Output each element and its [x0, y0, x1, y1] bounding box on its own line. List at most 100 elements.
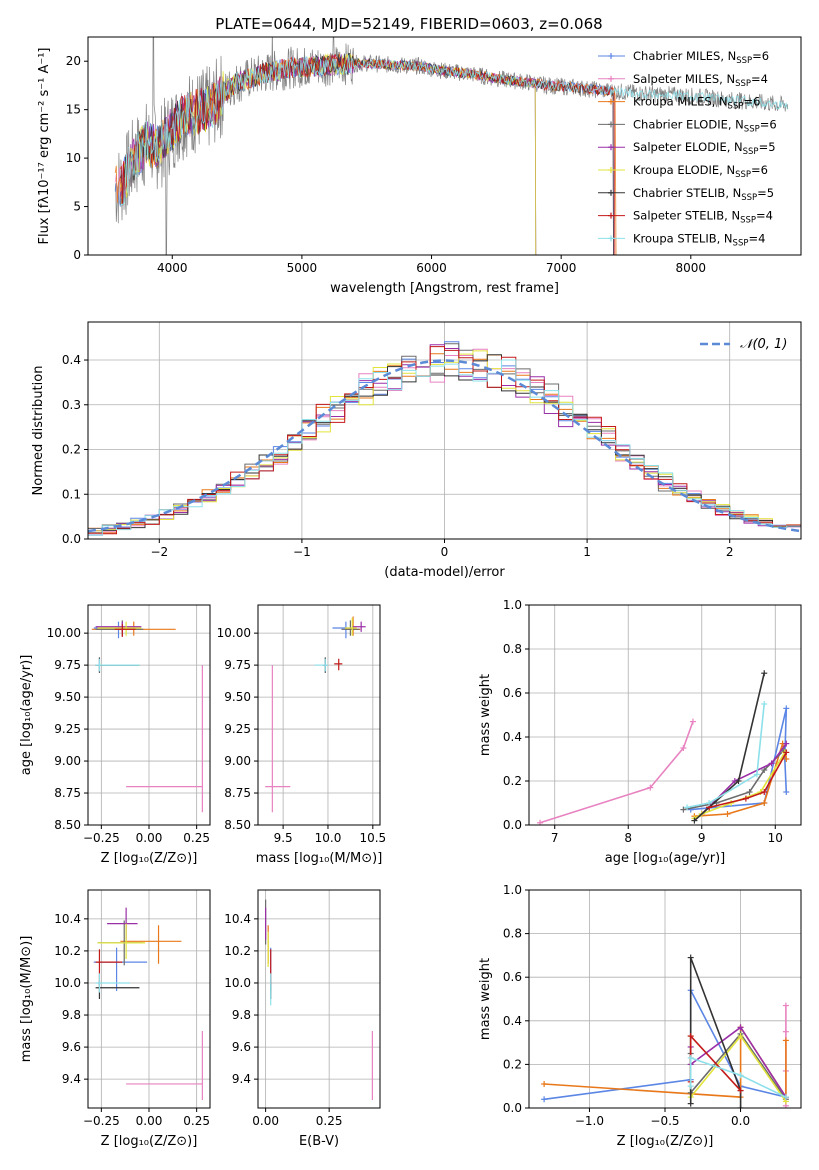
x-axis-label: E(B-V)	[299, 1134, 339, 1149]
x-tick-label: −0.5	[650, 1114, 679, 1128]
x-axis-label: (data-model)/error	[384, 565, 505, 580]
y-tick-label: 10.0	[54, 976, 81, 990]
histogram-kroupa-stelib	[88, 359, 801, 536]
model-spectrum-chabrier-stelib	[120, 52, 614, 255]
errorbar-point	[126, 1031, 203, 1100]
x-tick-label: 5000	[287, 261, 318, 275]
axes-frame	[87, 36, 802, 256]
x-axis-label: Z [log₁₀(Z/Z⊙)]	[101, 851, 198, 866]
x-axis-label: Z [log₁₀(Z/Z⊙)]	[101, 1134, 198, 1149]
x-tick-label: 0.00	[136, 1114, 163, 1128]
y-tick-label: 0.4	[503, 730, 522, 744]
y-tick-label: 0.0	[503, 818, 522, 832]
y-tick-label: 9.25	[54, 722, 81, 736]
x-tick-label: −1.0	[575, 1114, 604, 1128]
y-tick-label: 1.0	[503, 883, 522, 897]
histogram-salpeter-stelib	[88, 346, 801, 535]
x-tick-label: −0.25	[83, 831, 120, 845]
y-tick-label: 10	[66, 151, 81, 165]
model-spectrum-salpeter-elodie	[120, 54, 537, 255]
weight-line-salpeter-stelib	[708, 752, 787, 809]
plot-area	[265, 616, 366, 813]
legend-entry: Chabrier ELODIE, NSSP=6	[633, 117, 777, 134]
normal-curve	[88, 359, 801, 533]
legend-entry: Kroupa MILES, NSSP=6	[633, 95, 760, 112]
y-axis-label: Flux [fλ10⁻¹⁷ erg cm⁻² s⁻¹ A⁻¹]	[37, 48, 52, 245]
y-tick-label: 9.50	[224, 690, 251, 704]
y-tick-label: 10.2	[224, 944, 251, 958]
legend-entry: Kroupa STELIB, NSSP=4	[633, 231, 765, 248]
weight-line-salpeter-miles	[539, 721, 694, 824]
histogram-chabrier-stelib	[88, 354, 801, 534]
x-tick-label: 4000	[157, 261, 188, 275]
errorbar-point	[265, 665, 291, 813]
errorbar-point	[95, 973, 130, 993]
legend-entry: Salpeter STELIB, NSSP=4	[633, 209, 773, 226]
panel-mass-vs-Z: −0.25 0.00 0.25 9.4 9.6 9.8 10.0 10.2 10.4 Z [log…	[19, 889, 211, 1149]
y-tick-label: 8.75	[224, 786, 251, 800]
y-tick-label: 15	[66, 103, 81, 117]
x-tick-label: 9.5	[274, 831, 293, 845]
model-spectrum-kroupa-stelib	[120, 55, 788, 207]
y-tick-label: 0.8	[503, 642, 522, 656]
y-tick-label: 10.00	[47, 626, 81, 640]
x-tick-label: 10.5	[359, 831, 386, 845]
y-tick-label: 0.0	[503, 1101, 522, 1115]
y-tick-label: 10.2	[54, 944, 81, 958]
y-tick-label: 9.4	[62, 1072, 81, 1086]
errorbar-point	[97, 621, 142, 636]
y-tick-label: 10.4	[224, 912, 251, 926]
plot-area	[265, 899, 373, 1100]
errorbar-point	[95, 658, 140, 672]
errorbar-point	[95, 981, 140, 999]
errorbar-point	[334, 658, 343, 671]
y-tick-label: 0.8	[503, 927, 522, 941]
panel-mass-vs-EBV: 0.00 0.25 9.4 9.6 9.8 10.0 10.2 10.4 E(B-V)	[224, 889, 381, 1149]
x-tick-label: 2	[726, 545, 734, 559]
x-tick-label: 8000	[676, 261, 707, 275]
y-tick-label: 0.0	[62, 532, 81, 546]
y-tick-label: 0.3	[62, 398, 81, 412]
x-tick-label: 0.25	[183, 831, 210, 845]
y-tick-label: 0.1	[62, 487, 81, 501]
legend: Chabrier MILES, NSSP=6 Salpeter MILES, NS…	[598, 49, 777, 248]
model-spectrum-kroupa-elodie	[120, 53, 537, 255]
legend-entry: 𝒩(0, 1)	[740, 337, 787, 352]
errorbar-point	[97, 923, 146, 959]
y-tick-label: 20	[66, 54, 81, 68]
errorbar-point	[114, 624, 136, 637]
model-spectrum-chabrier-elodie	[120, 55, 537, 255]
y-tick-label: 9.25	[224, 722, 251, 736]
y-tick-label: 0.4	[503, 1014, 522, 1028]
axes-frame	[528, 604, 802, 826]
y-tick-label: 8.75	[54, 786, 81, 800]
y-tick-label: 0.2	[62, 443, 81, 457]
panel-spectrum: 4000 5000 6000 7000 8000 0 5 10 15 20 wavelength […	[37, 36, 802, 296]
chart-title: PLATE=0644, MJD=52149, FIBERID=0603, z=0…	[215, 15, 602, 33]
weight-line-kroupa-stelib	[686, 703, 765, 809]
y-tick-label: 10.0	[224, 976, 251, 990]
x-tick-label: 8	[624, 831, 632, 845]
x-tick-label: 0.25	[316, 1114, 343, 1128]
panel-age-vs-mass: 9.5 10.0 10.5 8.50 8.75 9.00 9.25 9.50 9.75 10.00…	[217, 604, 386, 866]
weight-line-chabrier-miles	[690, 708, 788, 811]
y-axis-label: age [log₁₀(age/yr)]	[19, 655, 34, 776]
x-tick-label: 9	[698, 831, 706, 845]
y-tick-label: 8.50	[224, 818, 251, 832]
y-tick-label: 0.2	[503, 774, 522, 788]
x-tick-label: 0	[441, 545, 449, 559]
y-tick-label: 0.2	[503, 1057, 522, 1071]
axes-frame	[257, 604, 381, 826]
legend-entry: Chabrier STELIB, NSSP=5	[633, 186, 774, 203]
x-tick-label: 0.25	[183, 1114, 210, 1128]
y-tick-label: 9.00	[224, 754, 251, 768]
x-tick-label: 0.00	[252, 1114, 279, 1128]
y-tick-label: 0	[73, 248, 81, 262]
plot-area	[91, 620, 203, 813]
y-tick-label: 5	[73, 200, 81, 214]
y-tick-label: 0.6	[503, 686, 522, 700]
y-tick-label: 0.6	[503, 970, 522, 984]
y-tick-label: 9.6	[232, 1040, 251, 1054]
errorbar-point	[126, 665, 203, 813]
